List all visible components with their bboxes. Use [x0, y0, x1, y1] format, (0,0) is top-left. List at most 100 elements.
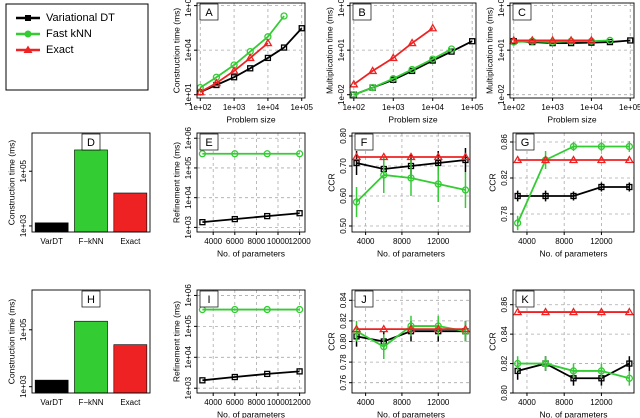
plot-frame: [509, 2, 635, 99]
y-tick-label: 0.84: [500, 326, 509, 342]
marker: [229, 66, 239, 75]
x-tick-label: 4000: [204, 237, 222, 246]
y-tick-label: 0.82: [500, 355, 509, 371]
y-tick-label: 1e+04: [497, 0, 506, 17]
y-tick-label: 0.80: [339, 333, 348, 349]
x-tick-label: 12000: [427, 398, 450, 407]
legend-marker: [24, 30, 32, 38]
y-tick-label: 1e+01: [337, 38, 346, 61]
marker: [606, 36, 614, 45]
marker: [542, 192, 549, 200]
y-tick-label: 1e+04: [184, 186, 193, 209]
panel-letter-box: [81, 290, 101, 308]
plot-frame: [196, 289, 306, 394]
marker: [541, 359, 550, 368]
y-tick-label: 1e+05: [184, 156, 193, 179]
x-tick-label: 1e+05: [619, 103, 640, 112]
y-tick-label: 0.60: [339, 188, 348, 204]
plot-frame: [512, 132, 635, 233]
series-line: [353, 27, 434, 86]
marker: [433, 324, 443, 333]
x-tick-label: Exact: [120, 237, 141, 246]
panel-letter: J: [361, 294, 367, 306]
marker: [406, 152, 416, 161]
marker: [514, 219, 522, 227]
plot-frame: [349, 2, 477, 99]
x-tick-label: 6000: [226, 398, 244, 407]
x-axis-label: No. of parameters: [217, 409, 285, 418]
x-tick-label: 10000: [267, 398, 290, 407]
x-tick-label: 1e+04: [257, 103, 280, 112]
marker: [527, 35, 537, 44]
marker: [433, 152, 443, 161]
marker: [568, 307, 579, 316]
panel-letter-box: [81, 133, 101, 151]
marker: [406, 324, 416, 333]
y-axis-label: Multiplication time (ms): [324, 7, 334, 94]
series-line: [199, 42, 269, 93]
series-line: [516, 145, 630, 224]
marker: [263, 38, 273, 47]
panel-letter: E: [205, 137, 212, 149]
marker: [460, 324, 471, 333]
y-tick-label: 1e-02: [497, 84, 506, 105]
y-tick-label: 0.70: [339, 158, 348, 174]
marker: [434, 180, 442, 188]
x-tick-label: 12000: [427, 237, 450, 246]
y-tick-label: 1e+04: [184, 346, 193, 369]
bar: [113, 344, 148, 394]
marker: [264, 54, 272, 62]
panel-letter: C: [518, 7, 526, 19]
panel-letter-box: [354, 290, 374, 308]
marker: [566, 35, 576, 44]
marker: [231, 150, 239, 158]
x-tick-label: 1e+05: [461, 103, 484, 112]
marker: [264, 370, 271, 378]
x-tick-label: 1e+03: [382, 103, 405, 112]
y-tick-label: 0.82: [500, 170, 509, 186]
marker: [586, 35, 597, 44]
y-tick-label: 1e+05: [19, 318, 28, 341]
panel-letter: K: [521, 294, 529, 306]
bar: [74, 149, 108, 233]
y-axis-label: CCR: [487, 332, 497, 350]
x-tick-label: 8000: [248, 398, 266, 407]
panel-letter-box: [354, 133, 374, 151]
y-tick-label: 0.84: [339, 292, 348, 308]
y-tick-label: 1e+04: [337, 0, 346, 17]
legend-marker: [25, 15, 31, 21]
x-tick-label: 12000: [288, 237, 311, 246]
y-axis-label: Construction time (ms): [171, 8, 181, 94]
marker: [263, 150, 271, 158]
marker: [435, 159, 442, 167]
legend-box: [5, 3, 149, 91]
y-axis-label: Construction time (ms): [6, 140, 16, 226]
x-tick-label: 4000: [204, 398, 222, 407]
y-axis-label: Construction time (ms): [6, 299, 16, 385]
marker: [447, 45, 456, 53]
marker: [569, 142, 578, 151]
marker: [626, 183, 633, 191]
marker: [380, 171, 388, 179]
marker: [211, 78, 222, 87]
bar: [113, 192, 148, 233]
y-tick-label: 1e+05: [184, 315, 193, 338]
marker: [230, 74, 238, 81]
x-tick-label: VarDT: [40, 237, 63, 246]
panel-letter-box: [515, 133, 535, 151]
legend-label: Exact: [46, 44, 74, 56]
x-tick-label: 8000: [555, 398, 573, 407]
x-tick-label: 8000: [248, 237, 266, 246]
x-tick-label: 1e+05: [290, 103, 313, 112]
y-axis-label: CCR: [487, 173, 497, 191]
marker: [263, 305, 271, 314]
marker: [596, 155, 607, 164]
panel-letter-box: [515, 290, 535, 308]
marker: [469, 38, 476, 45]
y-tick-label: 1e+04: [184, 38, 193, 61]
x-tick-label: 4000: [518, 398, 536, 407]
panel-letter-box: [199, 133, 219, 151]
marker: [389, 75, 397, 83]
panel-letter-box: [512, 3, 532, 21]
x-tick-label: 12000: [288, 398, 311, 407]
